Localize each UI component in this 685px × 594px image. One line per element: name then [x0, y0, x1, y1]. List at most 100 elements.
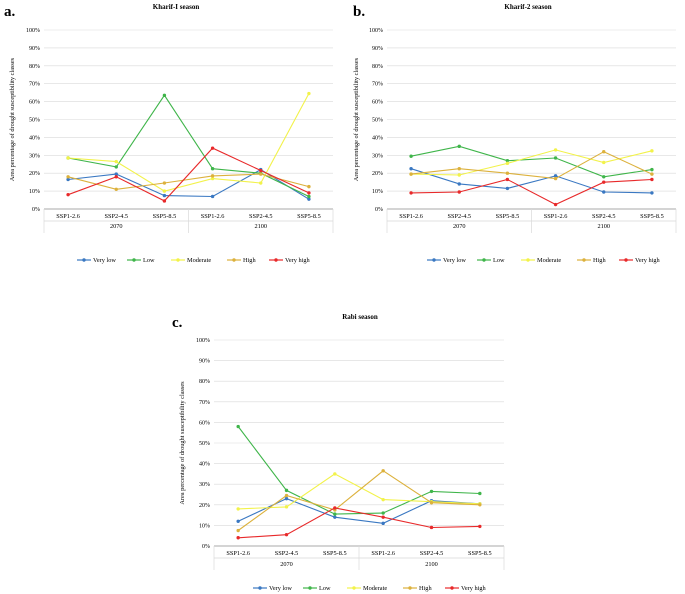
series-line-low — [410, 145, 652, 178]
y-tick-label: 10% — [199, 523, 210, 529]
legend-entry: Very high — [445, 585, 487, 592]
data-point — [66, 177, 70, 182]
data-point — [284, 532, 289, 537]
x-tick-label: SSP5-8.5 — [496, 213, 520, 220]
data-point — [236, 536, 240, 540]
data-point — [259, 181, 263, 185]
data-point — [284, 496, 289, 501]
data-point — [210, 167, 215, 171]
data-point — [602, 190, 606, 194]
x-tick-label: SSP1-2.6 — [226, 550, 250, 557]
data-point — [553, 176, 558, 181]
data-point — [66, 192, 70, 197]
data-point — [457, 173, 461, 177]
x-tick-label: SSP5-8.5 — [153, 213, 177, 220]
legend-swatch-marker — [258, 586, 262, 590]
legend-label: Very high — [461, 585, 487, 592]
legend-swatch-marker — [82, 258, 86, 262]
data-point — [429, 525, 434, 530]
x-tick-label: SSP2-4.5 — [104, 213, 128, 220]
data-point — [307, 191, 311, 195]
legend-label: Low — [319, 585, 331, 592]
data-point — [236, 519, 240, 523]
y-tick-label: 10% — [29, 189, 40, 195]
x-tick-label: SSP2-4.5 — [592, 213, 616, 220]
legend-swatch-marker — [232, 258, 236, 262]
data-point — [162, 199, 167, 203]
data-point — [409, 191, 413, 195]
legend-label: Moderate — [187, 257, 211, 264]
data-point — [505, 171, 510, 175]
legend-entry: Moderate — [521, 257, 561, 264]
legend-label: Low — [493, 257, 505, 264]
data-point — [259, 168, 263, 173]
data-point — [602, 180, 606, 184]
data-point — [284, 493, 289, 498]
data-point — [505, 177, 510, 182]
series-line-very-low — [410, 168, 652, 194]
legend-swatch-marker — [450, 586, 454, 590]
y-tick-label: 0% — [375, 207, 383, 213]
legend-swatch-marker — [176, 258, 180, 262]
y-tick-label: 40% — [372, 135, 383, 141]
legend-swatch-marker — [352, 586, 356, 590]
x-group-label: 2070 — [280, 561, 293, 568]
y-tick-label: 0% — [202, 544, 210, 550]
legend-entry: Very high — [269, 257, 311, 264]
y-tick-label: 70% — [199, 400, 210, 406]
series-line-very-high — [238, 507, 480, 539]
data-point — [409, 167, 413, 171]
y-tick-label: 30% — [199, 482, 210, 488]
x-tick-label: SSP5-8.5 — [297, 213, 321, 220]
data-point — [114, 172, 118, 176]
series-line-high — [411, 151, 653, 180]
legend-swatch-marker — [274, 258, 278, 262]
data-point — [210, 174, 215, 178]
legend-label: Very high — [285, 257, 311, 264]
data-point — [66, 156, 70, 160]
data-point — [259, 172, 263, 176]
data-point — [409, 172, 413, 176]
data-point — [409, 154, 413, 158]
data-point — [602, 150, 606, 154]
data-point — [602, 160, 606, 165]
x-tick-label: SSP1-2.6 — [201, 213, 225, 220]
legend-swatch-marker — [582, 258, 586, 262]
legend-swatch-marker — [482, 258, 486, 262]
series-line-low — [237, 426, 480, 515]
y-tick-label: 70% — [372, 82, 383, 88]
legend-label: Very high — [635, 257, 661, 264]
chart-title: Rabi season — [342, 313, 378, 321]
legend-swatch-marker — [132, 258, 136, 262]
legend-swatch-marker — [624, 258, 628, 262]
data-point — [114, 175, 118, 179]
data-point — [505, 186, 510, 191]
legend-label: Moderate — [537, 257, 561, 264]
panel-letter: c. — [172, 315, 183, 331]
legend-entry: High — [577, 257, 606, 264]
data-point — [333, 515, 337, 519]
data-point — [66, 175, 70, 179]
data-point — [553, 174, 558, 178]
y-tick-label: 50% — [372, 118, 383, 124]
data-point — [457, 190, 461, 194]
series-line-moderate — [68, 93, 310, 192]
x-tick-label: SSP2-4.5 — [447, 213, 471, 220]
y-tick-label: 40% — [29, 135, 40, 141]
data-point — [210, 176, 215, 181]
data-point — [210, 194, 215, 199]
series-line-moderate — [411, 149, 653, 176]
y-tick-label: 10% — [372, 189, 383, 195]
y-tick-label: 50% — [199, 441, 210, 447]
legend-entry: High — [403, 585, 432, 592]
y-tick-label: 20% — [29, 171, 40, 177]
data-point — [429, 489, 434, 494]
data-point — [457, 182, 461, 186]
data-point — [478, 503, 482, 507]
chart-title: Kharif-I season — [153, 3, 200, 11]
legend-swatch-marker — [526, 258, 530, 262]
panel-letter: a. — [4, 4, 16, 20]
y-tick-label: 30% — [29, 153, 40, 159]
data-point — [307, 91, 311, 96]
data-point — [381, 497, 385, 502]
